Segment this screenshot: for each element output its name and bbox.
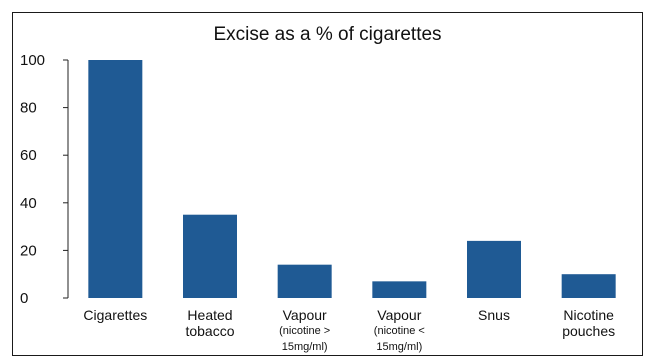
y-tick-label: 100 [20, 52, 45, 69]
x-category-label: Heated [187, 307, 232, 323]
x-category-label: Vapour [377, 307, 421, 323]
y-tick-label: 0 [20, 290, 28, 307]
chart-title: Excise as a % of cigarettes [213, 24, 441, 45]
x-category-label: Cigarettes [83, 307, 147, 323]
y-tick-label: 60 [20, 147, 37, 164]
y-axis-ticks: 0 20 40 60 80 100 [20, 52, 68, 307]
x-category-label: (nicotine > [279, 325, 330, 337]
x-category-label: 15mg/ml) [376, 341, 422, 353]
bar [277, 264, 332, 298]
x-category-label: Snus [478, 307, 510, 323]
y-tick-label: 40 [20, 195, 37, 212]
x-category-label: tobacco [185, 323, 234, 339]
bar [88, 60, 143, 298]
y-tick-label: 20 [20, 242, 37, 259]
bar [372, 281, 427, 298]
bars [88, 60, 616, 298]
x-category-label: pouches [562, 323, 615, 339]
x-category-label: Nicotine [563, 307, 614, 323]
x-category-label: (nicotine < [374, 325, 425, 337]
bar [183, 214, 237, 298]
bar [467, 240, 521, 298]
x-category-label: Vapour [283, 307, 327, 323]
y-tick-label: 80 [20, 100, 37, 117]
x-category-label: 15mg/ml) [282, 341, 328, 353]
bar [561, 274, 616, 298]
